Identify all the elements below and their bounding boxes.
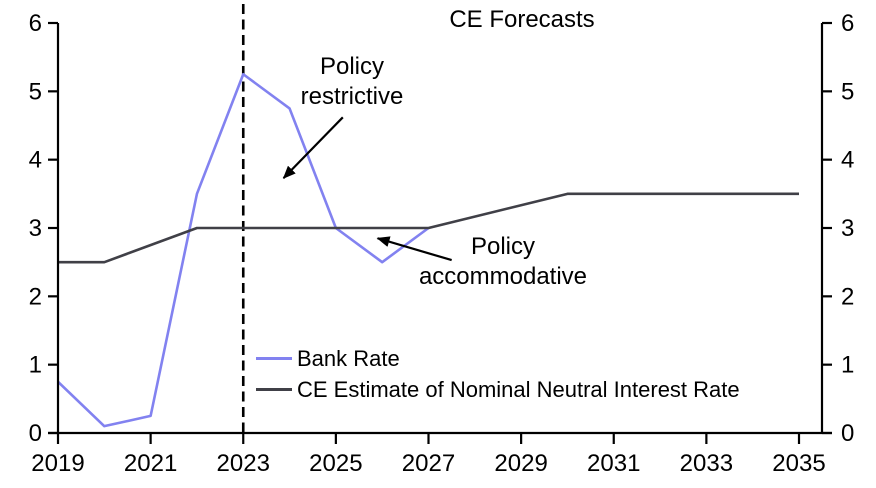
x-axis-tick-label: 2023: [217, 450, 270, 477]
neutral-rate-line-swatch: [256, 388, 292, 391]
annotation-arrow: [282, 116, 344, 179]
y-axis-tick-label-left: 1: [29, 352, 42, 379]
x-axis-tick-label: 2019: [31, 450, 84, 477]
y-axis-tick-label-right: 1: [841, 352, 854, 379]
annotation-line: accommodative: [418, 263, 588, 290]
bank-rate-line-swatch: [256, 357, 292, 360]
y-axis-tick-label-right: 0: [841, 420, 854, 447]
y-axis-tick-label-left: 4: [29, 147, 42, 174]
chart-title: CE Forecasts: [449, 6, 595, 33]
x-axis-tick-label: 2029: [494, 450, 547, 477]
annotation-policy-restrictive: Policy restrictive: [252, 52, 452, 112]
bank-rate-line: [57, 72, 430, 428]
annotation-arrow: [376, 236, 452, 262]
y-axis-tick-label-left: 3: [29, 215, 42, 242]
legend-label: Bank Rate: [297, 345, 400, 371]
legend-label: CE Estimate of Nominal Neutral Interest …: [297, 376, 740, 402]
x-axis-tick-label: 2025: [309, 450, 362, 477]
chart-legend: Bank Rate CE Estimate of Nominal Neutral…: [256, 343, 740, 405]
annotation-policy-accommodative: Policy accommodative: [403, 232, 603, 292]
x-axis-tick-label: 2021: [124, 450, 177, 477]
legend-row-neutral-rate: CE Estimate of Nominal Neutral Interest …: [256, 374, 740, 405]
annotation-line: restrictive: [300, 83, 404, 110]
y-axis-tick-label-right: 6: [841, 10, 854, 37]
y-axis-tick-label-right: 4: [841, 147, 854, 174]
annotation-line: Policy: [470, 233, 536, 260]
x-axis-tick-label: 2027: [402, 450, 455, 477]
y-axis-tick-label-right: 5: [841, 78, 854, 105]
y-axis-tick-label-left: 2: [29, 283, 42, 310]
x-axis-tick-label: 2033: [680, 450, 733, 477]
x-axis-tick-label: 2035: [772, 450, 825, 477]
y-axis-tick-label-left: 0: [29, 420, 42, 447]
y-axis-tick-label-left: 5: [29, 78, 42, 105]
annotation-line: Policy: [319, 53, 385, 80]
y-axis-tick-label-left: 6: [29, 10, 42, 37]
y-axis-tick-label-right: 3: [841, 215, 854, 242]
y-axis-tick-label-right: 2: [841, 283, 854, 310]
neutral-rate-line: [58, 192, 799, 264]
legend-row-bank-rate: Bank Rate: [256, 343, 740, 374]
x-axis-tick-label: 2031: [587, 450, 640, 477]
